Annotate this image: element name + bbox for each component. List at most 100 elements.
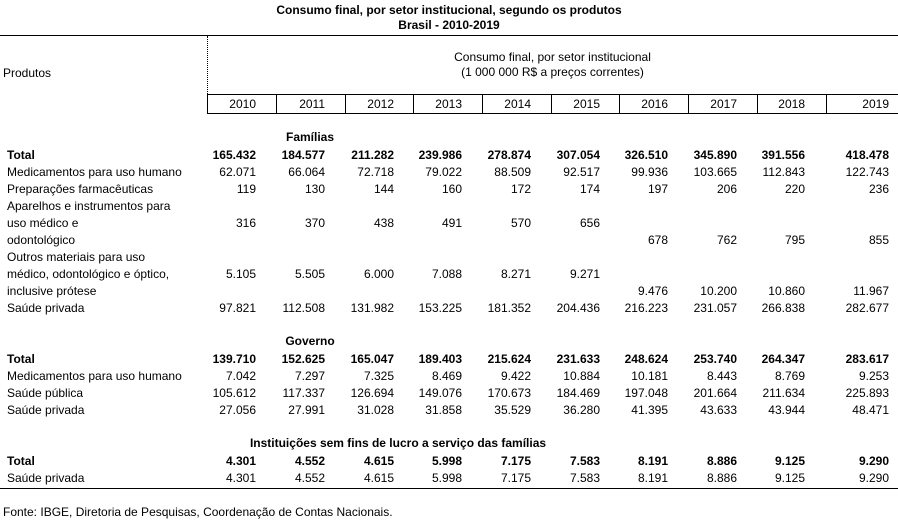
section-header: Famílias <box>285 130 335 144</box>
table-cell: 10.200 <box>700 284 737 298</box>
table-cell: 152.625 <box>281 352 325 366</box>
table-cell: 5.998 <box>431 454 462 468</box>
section-header: Governo <box>285 334 335 348</box>
table-cell: 266.838 <box>761 301 805 315</box>
row-label: Total <box>7 148 35 162</box>
table-cell: 172 <box>510 182 531 196</box>
table-cell: 236 <box>868 182 889 196</box>
table-cell: 391.556 <box>761 148 805 162</box>
year-divider <box>551 94 552 113</box>
table-cell: 9.125 <box>774 471 805 485</box>
table-cell: 8.886 <box>706 454 737 468</box>
table-cell: 9.476 <box>637 284 668 298</box>
year-divider <box>207 94 208 113</box>
year-divider <box>413 94 414 113</box>
table-cell: 66.064 <box>288 165 325 179</box>
table-cell: 119 <box>236 182 256 196</box>
table-cell: 181.352 <box>487 301 531 315</box>
table-cell: 112.843 <box>762 165 806 179</box>
table-cell: 204.436 <box>556 301 600 315</box>
row-label: Saúde privada <box>7 471 85 485</box>
year-header-2018: 2018 <box>778 97 805 111</box>
table-cell: 10.181 <box>631 369 668 383</box>
table-cell: 35.529 <box>494 403 531 417</box>
table-cell: 345.890 <box>693 148 737 162</box>
table-cell: 201.664 <box>693 386 737 400</box>
table-cell: 36.280 <box>563 403 600 417</box>
table-cell: 97.821 <box>219 301 256 315</box>
bottom-rule <box>0 488 898 489</box>
table-cell: 326.510 <box>624 148 668 162</box>
table-cell: 216.223 <box>624 301 668 315</box>
year-divider <box>276 94 277 113</box>
table-cell: 92.517 <box>563 165 600 179</box>
table-cell: 31.028 <box>357 403 394 417</box>
table-cell: 278.874 <box>487 148 531 162</box>
year-rule-top <box>207 94 898 95</box>
table-cell: 8.886 <box>706 471 737 485</box>
table-cell: 7.325 <box>363 369 394 383</box>
table-cell: 9.290 <box>858 454 889 468</box>
year-header-2010: 2010 <box>229 97 256 111</box>
table-cell: 62.071 <box>219 165 256 179</box>
table-cell: 170.673 <box>487 386 531 400</box>
table-cell: 7.175 <box>500 454 531 468</box>
table-cell: 160 <box>441 182 462 196</box>
table-cell: 4.301 <box>225 454 256 468</box>
table-cell: 239.986 <box>418 148 462 162</box>
top-rule <box>0 35 898 36</box>
table-cell: 165.432 <box>212 148 256 162</box>
table-cell: 139.710 <box>212 352 256 366</box>
table-cell: 174 <box>579 182 600 196</box>
table-cell: 7.583 <box>569 454 600 468</box>
table-cell: 130 <box>304 182 325 196</box>
table-cell: 7.175 <box>500 471 531 485</box>
table-cell: 438 <box>373 216 394 230</box>
year-divider <box>482 94 483 113</box>
table-cell: 282.677 <box>845 301 889 315</box>
row-label: uso médico e <box>7 216 79 230</box>
table-cell: 48.471 <box>852 403 889 417</box>
table-cell: 8.271 <box>500 267 531 281</box>
section-header: Instituições sem fins de lucro a serviço… <box>249 436 547 450</box>
table-cell: 126.694 <box>350 386 394 400</box>
row-label: Aparelhos e instrumentos para <box>7 199 171 213</box>
column-header-produtos: Produtos <box>3 66 52 80</box>
table-cell: 122.743 <box>845 165 889 179</box>
row-label: Saúde privada <box>7 403 85 417</box>
table-cell: 220 <box>784 182 805 196</box>
table-cell: 99.936 <box>631 165 668 179</box>
table-cell: 88.509 <box>494 165 531 179</box>
row-label: Total <box>7 454 35 468</box>
table-cell: 211.282 <box>351 148 394 162</box>
table-cell: 7.583 <box>569 471 600 485</box>
table-cell: 4.615 <box>363 454 394 468</box>
year-divider <box>826 94 827 113</box>
table-cell: 9.422 <box>500 369 531 383</box>
table-cell: 7.297 <box>294 369 325 383</box>
row-label: Medicamentos para uso humano <box>7 165 182 179</box>
year-header-2012: 2012 <box>367 97 394 111</box>
year-header-2014: 2014 <box>504 97 531 111</box>
year-header-2011: 2011 <box>299 97 325 111</box>
year-header-2019: 2019 <box>862 97 889 111</box>
year-header-2013: 2013 <box>435 97 462 111</box>
table-cell: 27.991 <box>288 403 325 417</box>
table-cell: 105.612 <box>212 386 256 400</box>
table-cell: 231.633 <box>556 352 600 366</box>
table-cell: 225.893 <box>845 386 889 400</box>
table-cell: 4.615 <box>363 471 394 485</box>
table-cell: 231.057 <box>693 301 737 315</box>
table-cell: 8.469 <box>431 369 462 383</box>
table-cell: 248.624 <box>624 352 668 366</box>
table-cell: 4.301 <box>225 471 256 485</box>
row-label: Preparações farmacêuticas <box>7 182 154 196</box>
table-cell: 656 <box>579 216 600 230</box>
row-label: Medicamentos para uso humano <box>7 369 182 383</box>
table-cell: 570 <box>510 216 531 230</box>
table-cell: 8.443 <box>706 369 737 383</box>
table-cell: 418.478 <box>845 148 889 162</box>
table-cell: 491 <box>441 216 462 230</box>
table-cell: 11.967 <box>853 284 889 298</box>
table-cell: 9.125 <box>774 454 805 468</box>
